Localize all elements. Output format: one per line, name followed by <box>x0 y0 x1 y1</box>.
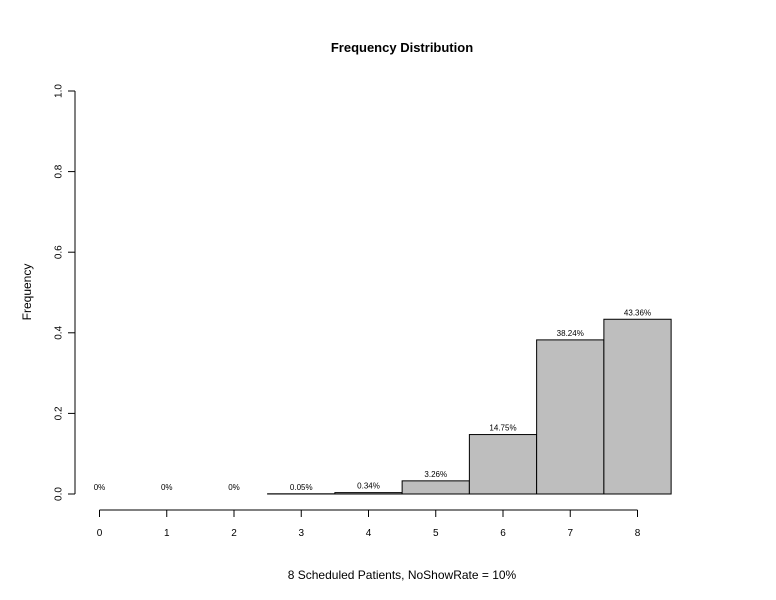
x-tick-label: 3 <box>298 528 304 539</box>
y-tick-label: 0.2 <box>54 406 65 420</box>
x-tick-label: 4 <box>366 528 372 539</box>
data-label: 14.75% <box>489 424 516 433</box>
x-tick-label: 0 <box>97 528 103 539</box>
data-label: 0% <box>94 483 106 492</box>
x-tick-label: 2 <box>231 528 237 539</box>
data-label: 0% <box>228 483 240 492</box>
data-label: 0.34% <box>357 482 380 491</box>
x-tick-label: 5 <box>433 528 439 539</box>
bar <box>536 339 605 495</box>
y-tick-label: 0.4 <box>54 325 65 339</box>
data-label: 38.24% <box>557 329 584 338</box>
data-label: 0% <box>161 483 173 492</box>
data-label: 3.26% <box>424 470 447 479</box>
y-axis-label: Frequency <box>20 264 34 321</box>
x-axis-label: 8 Scheduled Patients, NoShowRate = 10% <box>288 568 517 582</box>
bar <box>334 492 403 495</box>
data-labels-group: 0% 0% 0% 0.05% 0.34% 3.26% 14.75% 38.24% 43.36% <box>94 308 651 492</box>
data-label: 43.36% <box>624 308 651 317</box>
bars-group <box>267 318 672 495</box>
y-tick-label: 0.6 <box>54 245 65 259</box>
x-tick-label: 8 <box>635 528 641 539</box>
y-tick-label: 0.8 <box>54 164 65 178</box>
x-tick-label: 6 <box>500 528 506 539</box>
bar <box>401 480 470 495</box>
chart-title: Frequency Distribution <box>331 40 473 55</box>
y-axis: 0.0 0.2 0.4 0.6 0.8 1.0 <box>54 84 76 501</box>
bar <box>468 434 538 495</box>
x-tick-label: 1 <box>164 528 170 539</box>
x-axis: 0 1 2 3 4 5 6 7 8 <box>97 509 641 539</box>
y-tick-label: 0.0 <box>54 487 65 501</box>
y-tick-label: 1.0 <box>54 84 65 98</box>
data-label: 0.05% <box>290 483 313 492</box>
bar <box>603 318 672 495</box>
x-tick-label: 7 <box>567 528 573 539</box>
